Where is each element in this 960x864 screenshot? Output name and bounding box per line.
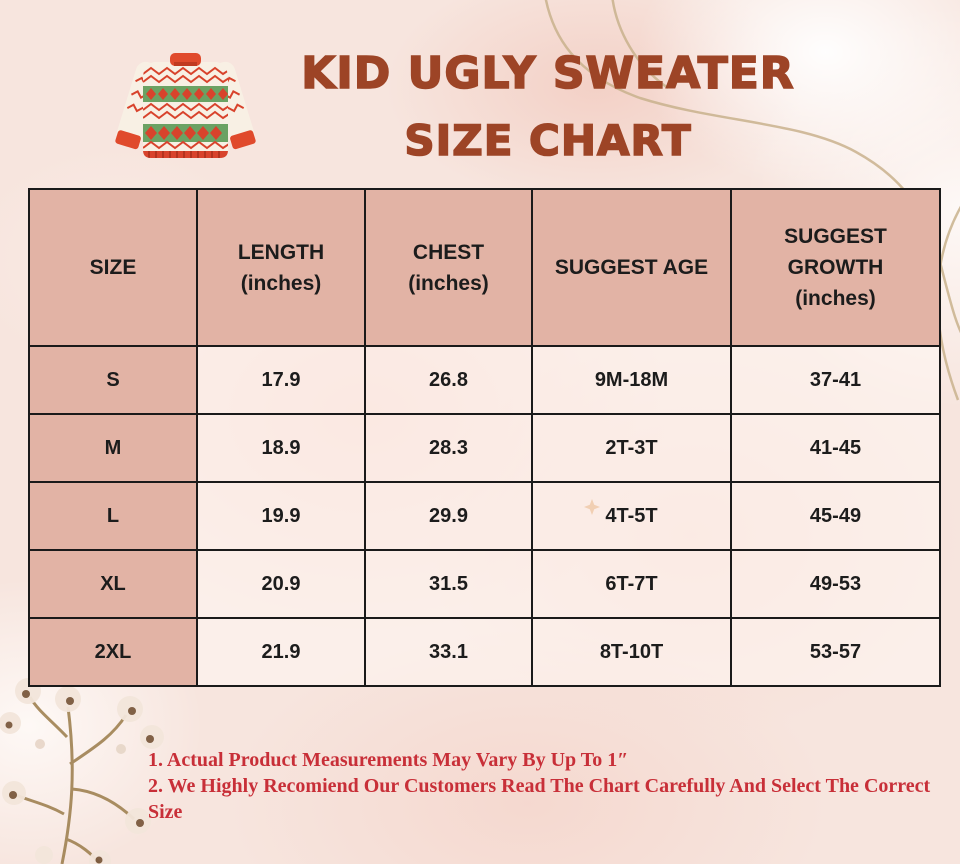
age-cell: 4T-5T (531, 481, 732, 551)
table-row-m: M 18.9 28.3 2T-3T 41-45 (28, 413, 941, 483)
ugly-sweater-icon (115, 53, 256, 158)
chest-cell: 31.5 (364, 549, 533, 619)
length-cell: 20.9 (196, 549, 366, 619)
chest-cell: 29.9 (364, 481, 533, 551)
length-cell: 19.9 (196, 481, 366, 551)
header-cell-size: SIZE (28, 188, 198, 347)
header-cell-suggest-growth: SUGGEST GROWTH (inches) (730, 188, 941, 347)
page-title: KID UGLY SWEATER SIZE CHART (258, 47, 838, 166)
age-cell: 2T-3T (531, 413, 732, 483)
title-line-2: SIZE CHART (404, 115, 692, 166)
length-cell: 18.9 (196, 413, 366, 483)
header-cell-chest: CHEST (inches) (364, 188, 533, 347)
size-cell: M (28, 413, 198, 483)
growth-cell: 53-57 (730, 617, 941, 687)
title-line-1: KID UGLY SWEATER (300, 47, 795, 100)
table-header-row: SIZE LENGTH (inches) CHEST (inches) SUGG… (28, 188, 941, 347)
growth-cell: 37-41 (730, 345, 941, 415)
note-2: 2. We Highly Recomiend Our Customers Rea… (148, 775, 931, 823)
length-cell: 17.9 (196, 345, 366, 415)
header-cell-suggest-age: SUGGEST AGE (531, 188, 732, 347)
size-chart-table: SIZE LENGTH (inches) CHEST (inches) SUGG… (28, 188, 941, 687)
table-row-s: S 17.9 26.8 9M-18M 37-41 (28, 345, 941, 415)
table-row-xl: XL 20.9 31.5 6T-7T 49-53 (28, 549, 941, 619)
header-cell-length: LENGTH (inches) (196, 188, 366, 347)
length-cell: 21.9 (196, 617, 366, 687)
age-cell: 6T-7T (531, 549, 732, 619)
chest-cell: 28.3 (364, 413, 533, 483)
growth-cell: 49-53 (730, 549, 941, 619)
chest-cell: 26.8 (364, 345, 533, 415)
size-cell: 2XL (28, 617, 198, 687)
size-cell: S (28, 345, 198, 415)
chest-cell: 33.1 (364, 617, 533, 687)
age-cell: 8T-10T (531, 617, 732, 687)
size-cell: XL (28, 549, 198, 619)
table-row-2xl: 2XL 21.9 33.1 8T-10T 53-57 (28, 617, 941, 687)
age-cell: 9M-18M (531, 345, 732, 415)
footer-notes: 1. Actual Product Measurements May Vary … (148, 747, 948, 825)
note-1: 1. Actual Product Measurements May Vary … (148, 749, 629, 771)
size-cell: L (28, 481, 198, 551)
growth-cell: 41-45 (730, 413, 941, 483)
table-row-l: L 19.9 29.9 4T-5T 45-49 (28, 481, 941, 551)
growth-cell: 45-49 (730, 481, 941, 551)
